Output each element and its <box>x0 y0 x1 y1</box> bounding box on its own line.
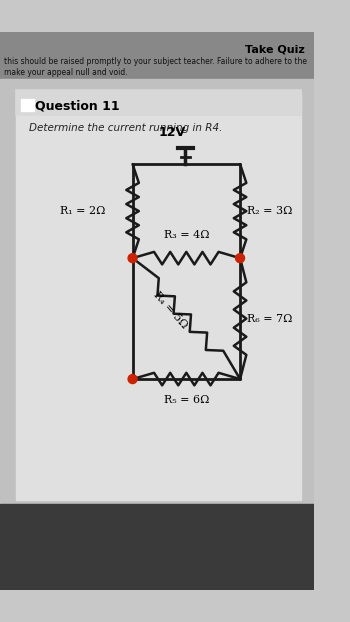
Text: make your appeal null and void.: make your appeal null and void. <box>5 68 128 77</box>
Circle shape <box>128 374 137 384</box>
Text: R₂ = 3Ω: R₂ = 3Ω <box>247 206 293 216</box>
Bar <box>21 99 34 111</box>
Text: Determine the current running in R4.: Determine the current running in R4. <box>29 123 222 133</box>
Text: Take Quiz: Take Quiz <box>245 45 304 55</box>
Bar <box>16 90 301 115</box>
Text: R₁ = 2Ω: R₁ = 2Ω <box>60 206 106 216</box>
Circle shape <box>236 254 245 262</box>
Bar <box>16 93 301 500</box>
Bar <box>0 79 314 504</box>
Text: R₆ = 7Ω: R₆ = 7Ω <box>247 313 293 323</box>
Text: this should be raised promptly to your subject teacher. Failure to adhere to the: this should be raised promptly to your s… <box>5 57 308 67</box>
Text: R₅ = 6Ω: R₅ = 6Ω <box>164 395 209 405</box>
Bar <box>0 504 314 590</box>
Bar <box>0 32 314 79</box>
Text: 12V: 12V <box>159 126 186 139</box>
Text: R₃ = 4Ω: R₃ = 4Ω <box>163 230 209 240</box>
Circle shape <box>128 254 137 262</box>
Text: Question 11: Question 11 <box>35 100 120 113</box>
Text: R₄ = 5Ω: R₄ = 5Ω <box>151 289 189 330</box>
